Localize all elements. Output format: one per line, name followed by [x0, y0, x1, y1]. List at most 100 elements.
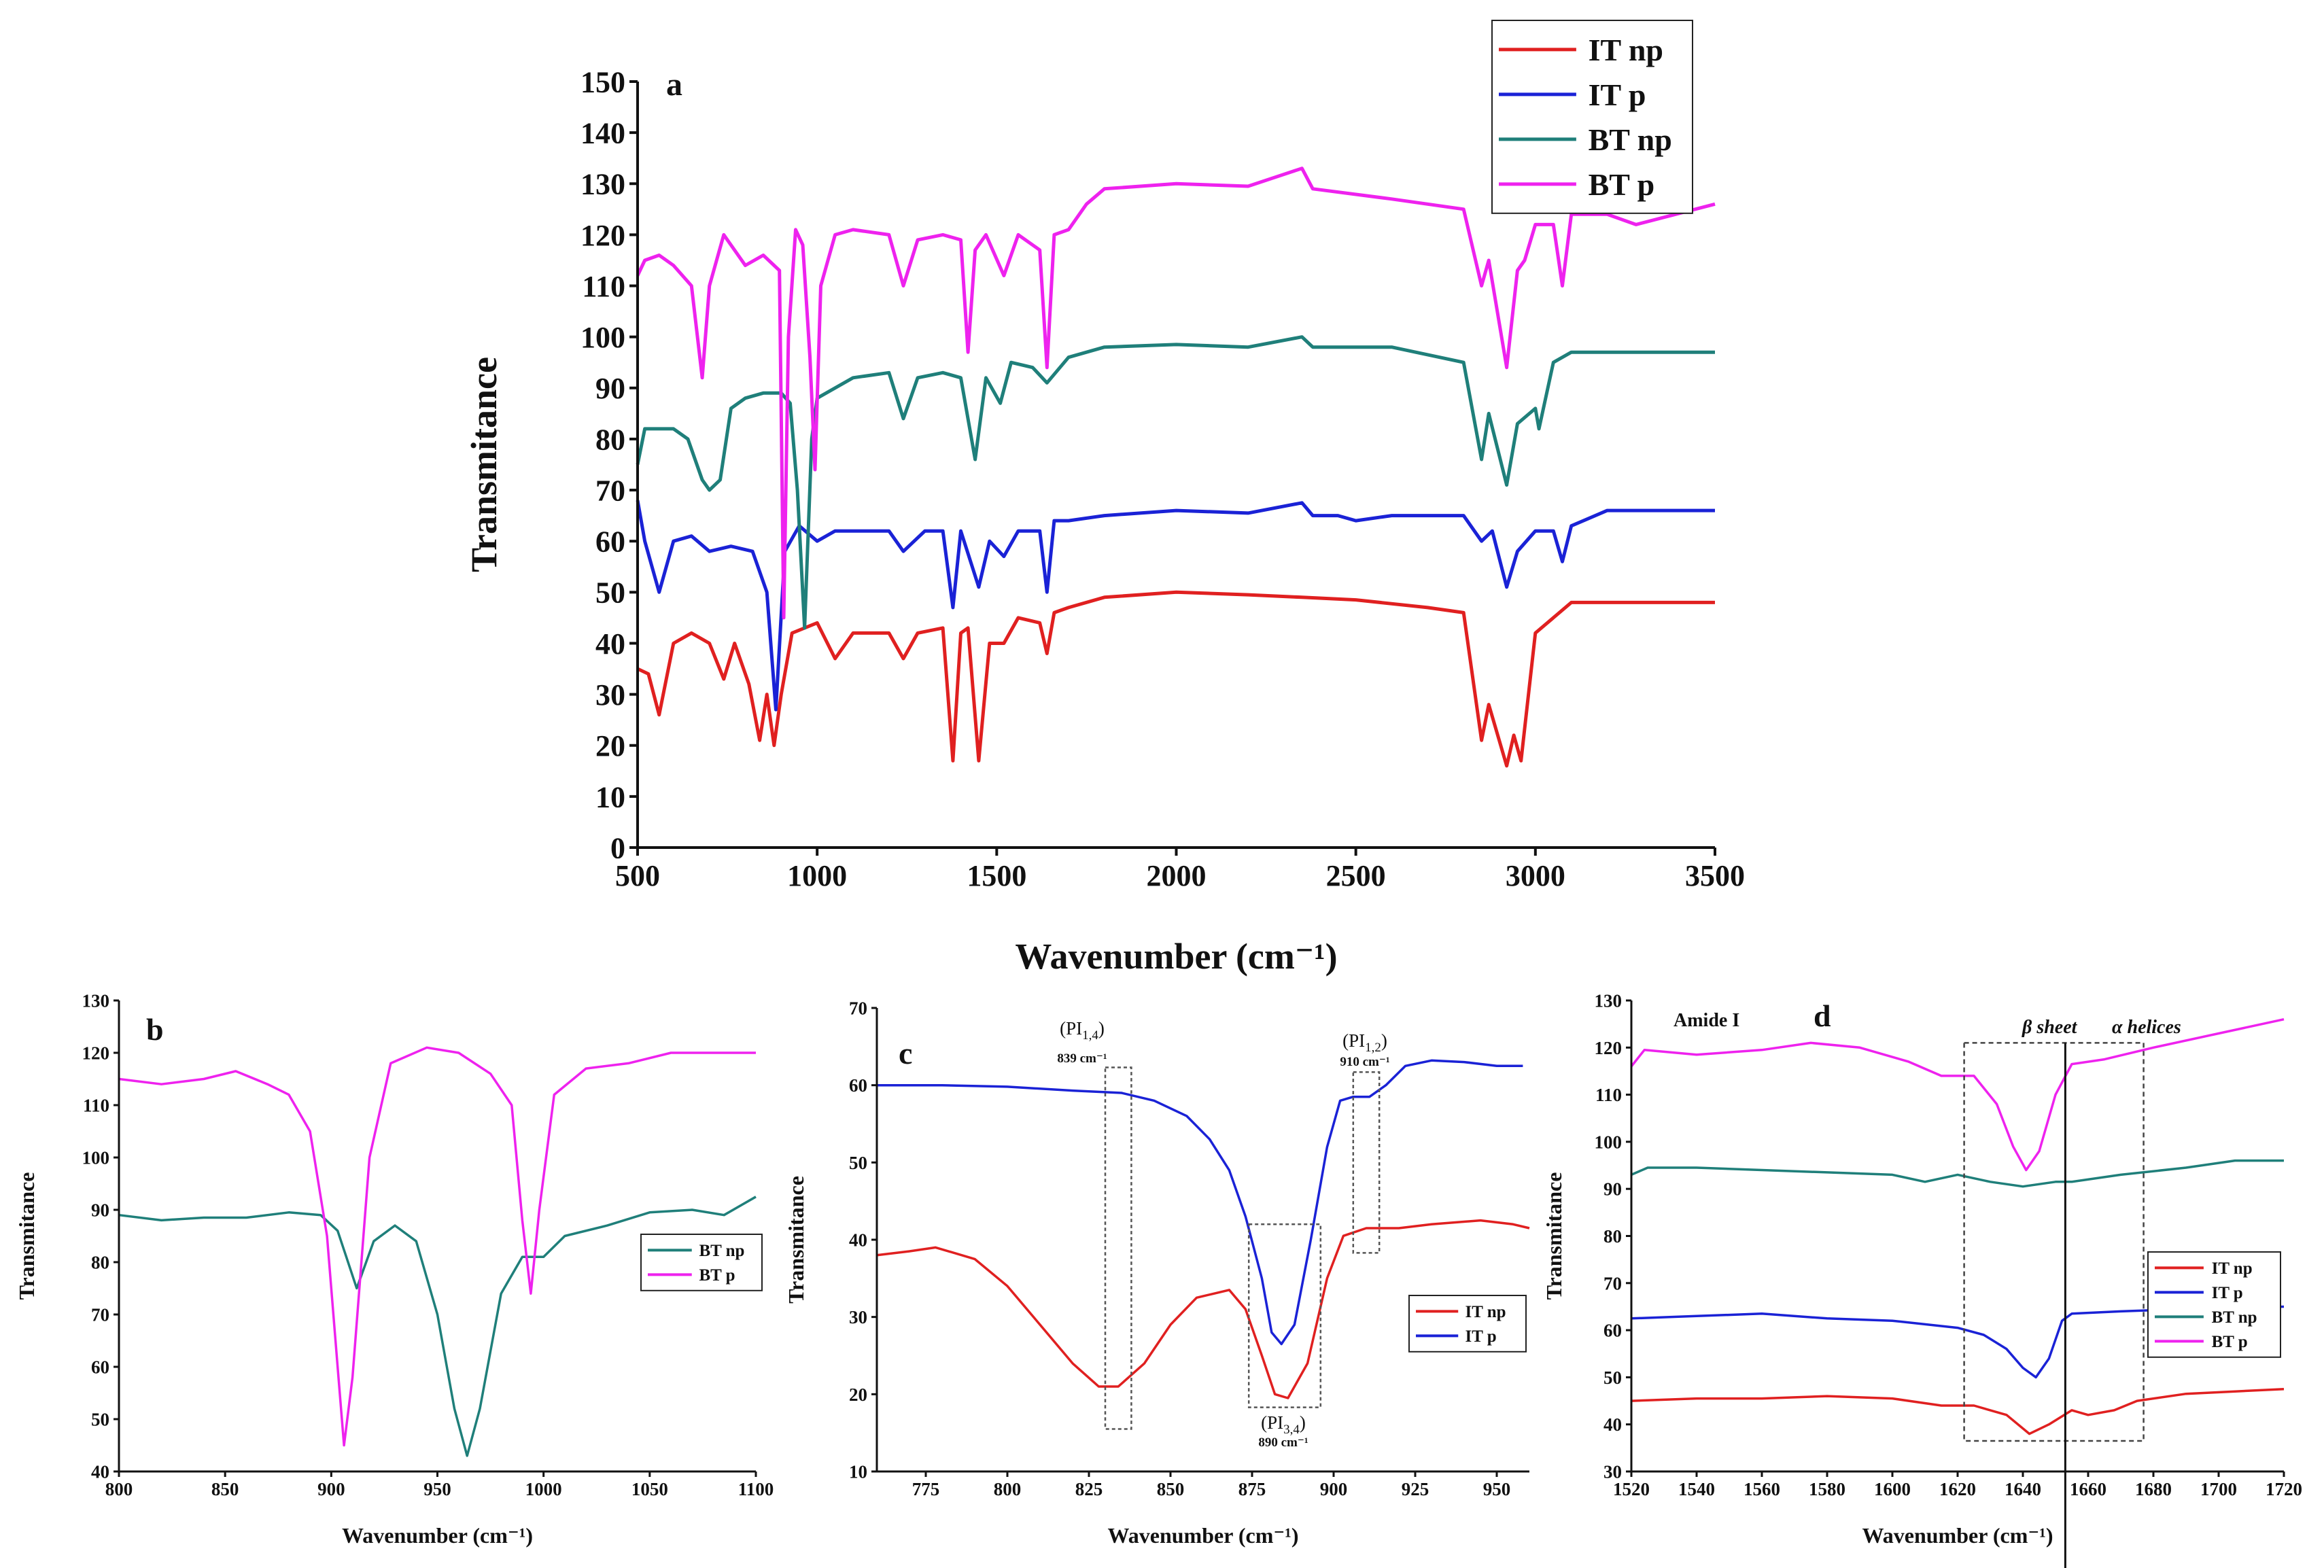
x-axis-label: Wavenumber (cm⁻¹): [1108, 1523, 1299, 1548]
y-tick-label: 30: [849, 1307, 867, 1327]
panel-label: c: [899, 1036, 912, 1070]
legend-label: IT np: [1465, 1303, 1506, 1321]
y-tick-label: 20: [849, 1384, 867, 1405]
y-axis-label: Transmitance: [1542, 1172, 1566, 1300]
y-tick-label: 140: [580, 117, 625, 150]
y-tick-label: 50: [595, 576, 625, 610]
legend-label: BT p: [699, 1266, 735, 1285]
panel-a: 500 1000 1500 2000 2500 3000 3500 0 10 20 30 40 50 60…: [464, 20, 1745, 977]
x-tick-label: 1100: [738, 1479, 774, 1499]
pi34-wavenumber: 890 cm⁻¹: [1258, 1435, 1308, 1450]
legend-label: IT np: [2212, 1259, 2253, 1278]
series-line-bt-np: [636, 335, 1715, 630]
y-tick-label: 60: [1603, 1321, 1622, 1341]
x-tick-label: 1720: [2266, 1479, 2302, 1499]
y-tick-label: 20: [595, 729, 625, 763]
legend-label: BT np: [1589, 122, 1672, 157]
y-axis-label: Transmitance: [784, 1176, 808, 1304]
y-tick-label: 80: [595, 423, 625, 456]
y-tick-label: 50: [91, 1409, 109, 1429]
legend-label: IT p: [1465, 1327, 1497, 1346]
y-tick-label: 150: [580, 65, 625, 99]
panel-label: b: [146, 1012, 164, 1047]
y-tick-label: 130: [1595, 990, 1623, 1011]
x-tick-label: 1500: [967, 859, 1026, 892]
x-axis-label: Wavenumber (cm⁻¹): [342, 1523, 533, 1548]
y-axis-label: Transmitance: [14, 1172, 39, 1300]
y-tick-label: 10: [849, 1461, 867, 1482]
x-tick-label: 1600: [1874, 1479, 1911, 1499]
pi14-label: (PI1,4): [1060, 1018, 1105, 1043]
panel-b: 800 850 900 950 1000 1050 1100 40 50 60 70 80 90 100 1…: [14, 990, 774, 1548]
y-tick-label: 40: [849, 1230, 867, 1250]
y-tick-label: 60: [91, 1357, 109, 1377]
series-line-it-np: [636, 590, 1715, 768]
x-tick-label: 800: [994, 1479, 1022, 1499]
series-line-bt-p: [1630, 1017, 2285, 1172]
y-tick-label: 40: [91, 1461, 109, 1482]
x-tick-label: 3000: [1506, 859, 1565, 892]
x-axis-label: Wavenumber (cm⁻¹): [1862, 1523, 2053, 1548]
pi14-wavenumber: 839 cm⁻¹: [1057, 1051, 1107, 1066]
y-tick-label: 50: [849, 1153, 867, 1173]
x-tick-label: 900: [317, 1479, 345, 1499]
y-tick-label: 130: [82, 990, 110, 1011]
y-tick-label: 100: [82, 1147, 110, 1168]
series-line-it-p: [1631, 1305, 2285, 1379]
x-tick-label: 825: [1075, 1479, 1103, 1499]
y-tick-label: 90: [595, 372, 625, 405]
x-tick-label: 1680: [2135, 1479, 2172, 1499]
y-tick-label: 70: [595, 474, 625, 507]
y-tick-label: 70: [91, 1304, 109, 1325]
pi34-label: (PI3,4): [1261, 1412, 1306, 1437]
y-tick-label: 40: [595, 627, 625, 661]
y-tick-label: 110: [582, 270, 625, 303]
y-tick-label: 50: [1603, 1367, 1622, 1388]
y-tick-label: 80: [1603, 1226, 1622, 1247]
x-tick-label: 1620: [1939, 1479, 1976, 1499]
x-tick-label: 775: [912, 1479, 940, 1499]
y-tick-label: 120: [1595, 1038, 1623, 1058]
series-line-it-np: [1631, 1387, 2285, 1435]
x-tick-label: 950: [1483, 1479, 1511, 1499]
pi34-box: [1247, 1223, 1322, 1408]
x-tick-label: 1700: [2200, 1479, 2237, 1499]
pi12-box: [1352, 1071, 1381, 1254]
legend-label: BT p: [2212, 1333, 2248, 1351]
series-line-it-np: [876, 1219, 1530, 1399]
x-tick-label: 1660: [2070, 1479, 2106, 1499]
y-tick-label: 30: [595, 678, 625, 712]
series-line-bt-np: [118, 1196, 757, 1457]
legend-box: [1491, 20, 1693, 214]
y-tick-label: 70: [1603, 1273, 1622, 1293]
y-tick-label: 70: [849, 998, 867, 1018]
x-tick-label: 1050: [631, 1479, 668, 1499]
legend-box: [2147, 1251, 2281, 1358]
x-tick-label: 3500: [1685, 859, 1745, 892]
x-axis-label: Wavenumber (cm⁻¹): [1015, 936, 1337, 977]
x-tick-label: 875: [1238, 1479, 1266, 1499]
y-tick-label: 110: [83, 1095, 109, 1115]
series-line-bt-np: [1631, 1159, 2284, 1188]
x-tick-label: 925: [1402, 1479, 1429, 1499]
y-tick-label: 40: [1603, 1414, 1622, 1435]
legend-box: [1408, 1295, 1527, 1353]
y-tick-label: 10: [595, 780, 625, 814]
legend-label: BT np: [2212, 1308, 2257, 1327]
panel-label: a: [666, 67, 682, 103]
y-tick-label: 110: [1595, 1085, 1622, 1105]
x-tick-label: 2500: [1326, 859, 1386, 892]
panel-d: 1520 1540 1560 1580 1600 1620 1640 1660 1680 1700…: [1542, 990, 2302, 1568]
series-line-it-p: [877, 1059, 1523, 1346]
legend-label: IT p: [2212, 1284, 2243, 1302]
panel-c: 775 800 825 850 875 900 925 950 10 20 30 40 50 60 70 Wa…: [784, 998, 1530, 1548]
x-tick-label: 1000: [787, 859, 847, 892]
panel-label: d: [1814, 998, 1831, 1033]
legend-label: BT p: [1589, 167, 1655, 202]
y-tick-label: 90: [1603, 1179, 1622, 1200]
y-tick-label: 130: [580, 168, 625, 201]
pi14-box: [1104, 1066, 1132, 1430]
x-tick-label: 500: [615, 859, 660, 892]
legend-label: IT np: [1589, 33, 1663, 67]
